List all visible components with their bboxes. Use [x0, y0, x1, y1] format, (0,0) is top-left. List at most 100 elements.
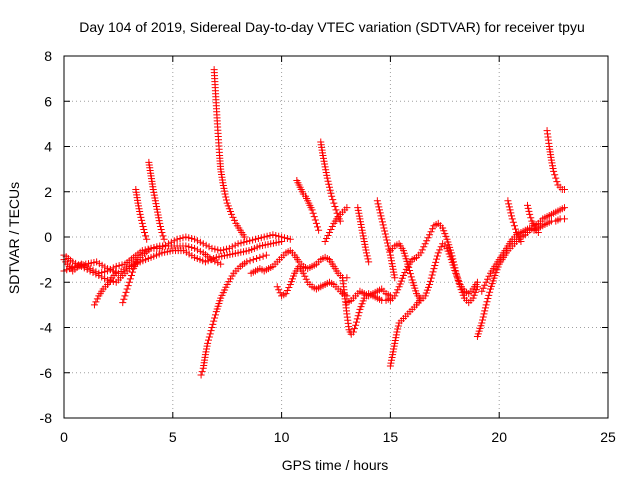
data-point [301, 272, 309, 280]
data-point [249, 256, 257, 264]
data-point [404, 260, 412, 268]
y-tick-label: -6 [40, 365, 53, 381]
data-point [524, 204, 532, 212]
data-point [352, 321, 360, 329]
data-point [401, 268, 409, 276]
data-point [77, 262, 85, 270]
data-point [552, 174, 560, 182]
data-point [352, 318, 360, 326]
data-point [198, 368, 206, 376]
data-point [478, 287, 486, 295]
data-point [160, 235, 168, 243]
data-point [241, 233, 249, 241]
data-point [310, 213, 318, 221]
data-point [329, 196, 337, 204]
data-point [214, 259, 222, 267]
data-point [365, 258, 373, 266]
data-point [217, 260, 225, 268]
data-point [391, 292, 399, 300]
data-point [176, 235, 184, 243]
data-point [134, 256, 142, 264]
data-point [229, 213, 237, 221]
series-track-q [354, 204, 373, 266]
data-point [426, 231, 434, 239]
data-point [508, 215, 516, 223]
data-point [504, 197, 512, 205]
data-point [140, 225, 148, 233]
data-point [378, 215, 386, 223]
data-point [95, 271, 103, 279]
data-point [394, 325, 402, 333]
data-point [392, 289, 400, 297]
data-point [480, 310, 488, 318]
data-point [406, 270, 414, 278]
data-point [143, 235, 151, 243]
data-point [486, 288, 494, 296]
data-point [237, 239, 245, 247]
series-track-z [543, 127, 568, 193]
data-point [282, 290, 290, 298]
data-point [147, 244, 155, 252]
data-point [259, 252, 267, 260]
data-point [391, 274, 399, 282]
data-point [260, 233, 268, 241]
data-point [330, 199, 338, 207]
data-point [222, 193, 230, 201]
data-point [276, 289, 284, 297]
data-point [185, 243, 193, 251]
data-point [386, 248, 394, 256]
data-point [302, 275, 310, 283]
data-point [126, 275, 134, 283]
data-point [157, 225, 165, 233]
y-tick-label: 6 [44, 93, 52, 109]
data-point [263, 232, 271, 240]
data-point [124, 282, 132, 290]
data-point [428, 225, 436, 233]
data-point [118, 261, 126, 269]
series-track-l [293, 176, 323, 234]
data-point [142, 232, 150, 240]
data-point [374, 200, 382, 208]
data-point [327, 225, 335, 233]
data-point [523, 201, 531, 209]
data-point [109, 277, 117, 285]
data-point [156, 219, 164, 227]
axis-ticks: 0 5 10 15 20 25 -8 -6 -4 -2 0 2 4 6 8 [40, 48, 616, 445]
series-track-k [273, 262, 351, 300]
data-point [211, 257, 219, 265]
x-axis-label: GPS time / hours [282, 457, 389, 473]
data-point [479, 316, 487, 324]
data-point [311, 216, 319, 224]
data-point [120, 295, 128, 303]
data-point [188, 244, 196, 252]
data-point [507, 209, 515, 217]
data-point [86, 267, 94, 275]
data-point [138, 219, 146, 227]
data-point [90, 301, 98, 309]
data-point [136, 210, 144, 218]
data-point [378, 218, 386, 226]
data-point [354, 312, 362, 320]
data-point [182, 233, 190, 241]
x-tick-label: 0 [60, 429, 68, 445]
data-point [327, 189, 335, 197]
data-point [123, 285, 131, 293]
data-point [394, 286, 402, 294]
data-point [253, 254, 261, 262]
data-point [394, 322, 402, 330]
data-point [325, 228, 333, 236]
data-point [421, 240, 429, 248]
data-point [328, 192, 336, 200]
data-point [225, 244, 233, 252]
data-point [211, 245, 219, 253]
data-point [431, 262, 439, 270]
data-point [254, 235, 262, 243]
data-point [376, 209, 384, 217]
data-point [129, 268, 137, 276]
y-axis-label: SDTVAR / TECUs [6, 182, 22, 294]
series-track-r [373, 197, 399, 282]
data-point [199, 240, 207, 248]
data-point [481, 281, 489, 289]
series-track-g [145, 158, 168, 243]
data-point [83, 265, 91, 273]
